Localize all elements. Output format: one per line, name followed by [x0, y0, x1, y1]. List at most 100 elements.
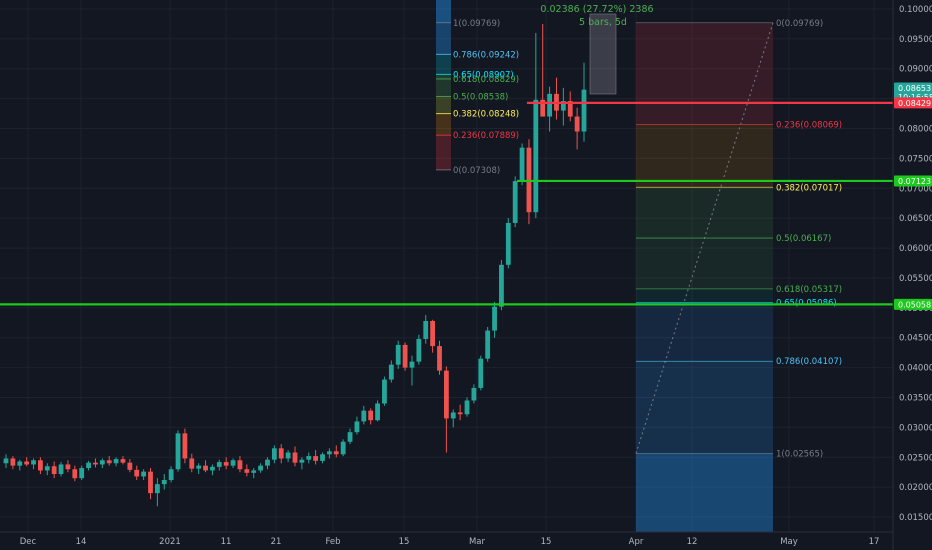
candle [574, 107, 580, 150]
candle-body [540, 99, 546, 117]
candle-body [499, 264, 504, 307]
x-tick-label: Feb [325, 537, 340, 547]
x-tick-label: 11 [221, 537, 232, 547]
small-fib-label: 0.382(0.08248) [453, 110, 519, 120]
y-tick-label: 0.09000 [899, 65, 932, 75]
candle [58, 462, 64, 477]
candle [285, 450, 291, 463]
price-tag-bg [894, 175, 932, 187]
candle [492, 301, 497, 338]
candle-body [450, 412, 456, 419]
candle-body [512, 181, 518, 223]
candle-body [574, 116, 580, 132]
candle [189, 453, 195, 473]
candle [65, 460, 71, 473]
candle-body [519, 147, 525, 182]
candle [388, 360, 394, 383]
candle-body [306, 456, 312, 460]
small-fib-label: 0.5(0.08538) [453, 92, 508, 102]
y-tick-label: 0.08000 [899, 125, 932, 135]
y-tick-label: 0.07500 [899, 154, 932, 164]
candle [93, 458, 98, 468]
candle [72, 465, 78, 482]
candle [17, 459, 23, 471]
y-tick-label: 0.05500 [899, 274, 932, 284]
candle-body [182, 433, 188, 459]
candle [512, 176, 518, 228]
candle [533, 32, 539, 219]
small-fib-label: 1(0.09769) [453, 19, 500, 29]
candle [547, 86, 552, 132]
candle-body [430, 320, 436, 347]
candle-body [196, 465, 202, 469]
measure-bars-text: 5 bars, 5d [579, 17, 627, 28]
x-tick-label: Apr [629, 537, 644, 547]
candle-body [382, 379, 387, 404]
candle [443, 366, 449, 453]
y-tick-label: 0.02000 [899, 483, 932, 493]
price-tag: 0.07123 [894, 175, 932, 187]
candle [395, 340, 401, 369]
projection-zones [436, 0, 774, 532]
small-fib-extension [436, 0, 451, 23]
candle-body [492, 306, 497, 331]
candle-body [464, 400, 470, 415]
candle-body [161, 479, 167, 485]
x-tick-label: 15 [541, 537, 552, 547]
candle-body [44, 466, 50, 471]
candle-body [437, 346, 442, 371]
candle-body [340, 441, 346, 455]
candle [134, 465, 140, 480]
candle-body [388, 364, 394, 380]
candle [203, 460, 208, 473]
candle-body [72, 469, 78, 479]
candle-body [443, 370, 449, 419]
x-tick-label: 21 [271, 537, 282, 547]
candle-body [175, 433, 181, 470]
candle-body [333, 451, 339, 455]
candle-body [271, 448, 277, 460]
candle-body [189, 458, 195, 469]
candle [292, 446, 298, 467]
y-tick-label: 0.03500 [899, 394, 932, 404]
candle [313, 450, 319, 465]
candle [120, 456, 126, 465]
fib-level-label: 0.382(0.07017) [776, 183, 842, 193]
candle [86, 460, 91, 471]
x-tick-label: Dec [20, 537, 37, 547]
candle [161, 474, 167, 490]
measure-change-text: 0.02386 (27.72%) 2386 [540, 4, 653, 15]
y-tick-label: 0.07000 [899, 184, 932, 194]
candle [471, 384, 477, 404]
fib-band [636, 22, 773, 125]
candle [3, 454, 9, 469]
horizontal-levels[interactable] [0, 101, 893, 306]
candle-body [327, 451, 332, 455]
candle-body [230, 460, 236, 466]
price-tag-value: 0.08653 [898, 84, 931, 93]
time-axis[interactable]: Dec 14 2021 11 21 Feb 15 Mar 15 Apr 12 May 17 [20, 537, 880, 547]
x-tick-label: May [780, 537, 798, 547]
candle [230, 458, 236, 469]
candle [223, 457, 229, 470]
candle-body [154, 484, 160, 494]
candle-body [567, 101, 573, 117]
candle-body [134, 469, 140, 477]
candle [409, 355, 415, 386]
small-fib-label: 0.618(0.08829) [453, 75, 519, 85]
small-fib-label: 0(0.07308) [453, 166, 500, 176]
candle [278, 444, 284, 464]
candle-body [416, 338, 422, 362]
candle [175, 430, 181, 472]
candle [237, 456, 243, 473]
price-tag-value: 0.07123 [898, 177, 931, 186]
candle [402, 342, 408, 371]
candle-body [106, 460, 112, 464]
candle-body [203, 465, 208, 471]
candle [168, 466, 174, 483]
candle-body [210, 466, 215, 471]
candle-body [24, 461, 30, 465]
candle-body [409, 361, 415, 368]
y-tick-label: 0.04500 [899, 334, 932, 344]
